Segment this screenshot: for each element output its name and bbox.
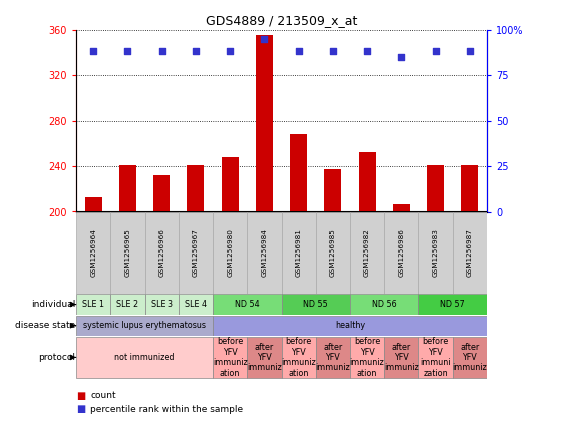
Text: individual: individual <box>31 300 75 309</box>
Text: GSM1256967: GSM1256967 <box>193 228 199 277</box>
FancyBboxPatch shape <box>350 212 385 294</box>
FancyBboxPatch shape <box>418 337 453 378</box>
Bar <box>256 35 273 212</box>
Point <box>260 36 269 42</box>
Bar <box>461 165 479 212</box>
FancyBboxPatch shape <box>213 294 282 315</box>
FancyBboxPatch shape <box>350 337 385 378</box>
Text: ND 54: ND 54 <box>235 300 260 309</box>
Point <box>328 48 337 55</box>
FancyBboxPatch shape <box>418 294 487 315</box>
FancyBboxPatch shape <box>453 337 487 378</box>
Text: ■: ■ <box>76 404 85 414</box>
FancyBboxPatch shape <box>316 337 350 378</box>
Text: SLE 4: SLE 4 <box>185 300 207 309</box>
Text: GSM1256980: GSM1256980 <box>227 228 233 277</box>
Point <box>123 48 132 55</box>
Text: after
YFV
immuniz: after YFV immuniz <box>453 343 487 372</box>
Text: before
YFV
immuniz
ation: before YFV immuniz ation <box>282 337 316 378</box>
FancyBboxPatch shape <box>145 294 179 315</box>
Text: not immunized: not immunized <box>114 353 175 362</box>
Text: GSM1256983: GSM1256983 <box>432 228 439 277</box>
Point <box>294 48 303 55</box>
Text: percentile rank within the sample: percentile rank within the sample <box>90 404 243 414</box>
FancyBboxPatch shape <box>76 316 213 336</box>
Point <box>431 48 440 55</box>
FancyBboxPatch shape <box>247 212 282 294</box>
Point <box>397 53 406 60</box>
FancyBboxPatch shape <box>179 294 213 315</box>
Point <box>363 48 372 55</box>
Bar <box>393 203 410 212</box>
Bar <box>119 165 136 212</box>
Bar <box>153 175 170 212</box>
FancyBboxPatch shape <box>179 212 213 294</box>
Text: before
YFV
immuniz
ation: before YFV immuniz ation <box>213 337 248 378</box>
FancyBboxPatch shape <box>282 294 350 315</box>
Bar <box>427 165 444 212</box>
Bar <box>187 165 204 212</box>
Text: GSM1256965: GSM1256965 <box>124 228 131 277</box>
FancyBboxPatch shape <box>350 294 418 315</box>
Bar <box>359 152 376 212</box>
FancyBboxPatch shape <box>145 212 179 294</box>
FancyBboxPatch shape <box>213 212 247 294</box>
FancyBboxPatch shape <box>213 316 487 336</box>
FancyBboxPatch shape <box>453 212 487 294</box>
Text: GSM1256985: GSM1256985 <box>330 228 336 277</box>
Text: GSM1256982: GSM1256982 <box>364 228 370 277</box>
Text: disease state: disease state <box>15 321 75 330</box>
Title: GDS4889 / 213509_x_at: GDS4889 / 213509_x_at <box>206 14 357 27</box>
Text: GSM1256981: GSM1256981 <box>296 228 302 277</box>
Text: SLE 1: SLE 1 <box>82 300 104 309</box>
FancyBboxPatch shape <box>418 212 453 294</box>
Point <box>88 48 97 55</box>
Text: systemic lupus erythematosus: systemic lupus erythematosus <box>83 321 206 330</box>
Point <box>226 48 235 55</box>
FancyBboxPatch shape <box>110 212 145 294</box>
FancyBboxPatch shape <box>76 212 110 294</box>
Text: ND 56: ND 56 <box>372 300 396 309</box>
Text: count: count <box>90 391 116 400</box>
Text: after
YFV
immuniz: after YFV immuniz <box>315 343 350 372</box>
Text: protocol: protocol <box>38 353 75 362</box>
FancyBboxPatch shape <box>213 337 247 378</box>
FancyBboxPatch shape <box>282 337 316 378</box>
Bar <box>222 157 239 212</box>
Text: after
YFV
immuniz: after YFV immuniz <box>384 343 419 372</box>
FancyBboxPatch shape <box>316 212 350 294</box>
Bar <box>290 134 307 212</box>
FancyBboxPatch shape <box>76 337 213 378</box>
Text: before
YFV
immuni
zation: before YFV immuni zation <box>421 337 451 378</box>
Text: ■: ■ <box>76 390 85 401</box>
FancyBboxPatch shape <box>385 337 418 378</box>
FancyBboxPatch shape <box>282 212 316 294</box>
Text: GSM1256984: GSM1256984 <box>261 228 267 277</box>
Text: ND 55: ND 55 <box>303 300 328 309</box>
Text: GSM1256987: GSM1256987 <box>467 228 473 277</box>
Text: ND 57: ND 57 <box>440 300 465 309</box>
FancyBboxPatch shape <box>247 337 282 378</box>
Bar <box>324 170 341 212</box>
Text: GSM1256986: GSM1256986 <box>399 228 404 277</box>
Text: SLE 3: SLE 3 <box>151 300 173 309</box>
Bar <box>84 197 102 212</box>
Text: after
YFV
immuniz: after YFV immuniz <box>247 343 282 372</box>
FancyBboxPatch shape <box>385 212 418 294</box>
Text: before
YFV
immuniz
ation: before YFV immuniz ation <box>350 337 385 378</box>
Text: SLE 2: SLE 2 <box>117 300 138 309</box>
FancyBboxPatch shape <box>76 294 110 315</box>
Text: GSM1256966: GSM1256966 <box>159 228 164 277</box>
Point <box>157 48 166 55</box>
Text: healthy: healthy <box>335 321 365 330</box>
Text: GSM1256964: GSM1256964 <box>90 228 96 277</box>
FancyBboxPatch shape <box>110 294 145 315</box>
Point <box>466 48 475 55</box>
Point <box>191 48 200 55</box>
